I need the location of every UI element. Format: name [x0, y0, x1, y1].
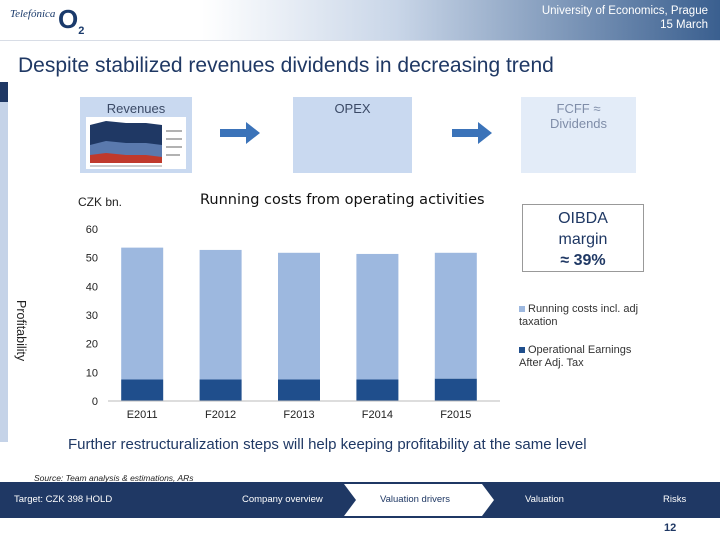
- y-tick-label: 10: [86, 367, 98, 379]
- nav-valuation[interactable]: Valuation: [525, 494, 564, 505]
- y-tick-label: 20: [86, 339, 98, 351]
- legend-label-running-costs: Running costs incl. adj taxation: [519, 303, 639, 328]
- legend-label-operational-earnings: Operational Earnings After Adj. Tax: [519, 344, 632, 369]
- y-tick-label: 30: [86, 310, 98, 322]
- y-tick-label: 50: [86, 253, 98, 265]
- bar-running-costs-f2013: [278, 252, 320, 380]
- oibda-line2: margin: [558, 231, 608, 248]
- bar-running-costs-f2014: [356, 253, 399, 380]
- oibda-callout: OIBDA margin ≈ 39%: [522, 204, 644, 272]
- nav-active-highlight: [344, 484, 494, 516]
- x-tick-label: F2012: [205, 409, 236, 421]
- conclusion-note: Further restructuralization steps will h…: [68, 436, 587, 453]
- oibda-line3: ≈ 39%: [560, 252, 606, 269]
- header-divider: [0, 40, 720, 41]
- header-bar: [0, 0, 720, 40]
- fcff-box: FCFF ≈ Dividends: [521, 97, 636, 173]
- oibda-line1: OIBDA: [558, 210, 608, 227]
- event-university: University of Economics, Prague: [541, 5, 708, 17]
- opex-label: OPEX: [334, 101, 371, 116]
- bar-operational-earnings-f2014: [356, 379, 399, 401]
- nav-company-overview[interactable]: Company overview: [242, 494, 323, 505]
- event-info: University of Economics, Prague 15 March: [542, 4, 708, 32]
- arrow-right-icon: [452, 122, 492, 144]
- opex-box: OPEX: [293, 97, 412, 173]
- slide-title: Despite stabilized revenues dividends in…: [18, 54, 554, 77]
- left-accent-bar-top: [0, 82, 8, 102]
- telefonica-logo: Telefónica: [10, 8, 56, 20]
- bar-running-costs-e2011: [121, 247, 164, 380]
- bar-operational-earnings-f2013: [278, 379, 320, 401]
- left-accent-bar: [0, 82, 8, 442]
- x-tick-label: F2015: [440, 409, 471, 421]
- y-tick-label: 60: [86, 224, 98, 236]
- revenues-label: Revenues: [106, 101, 166, 116]
- nav-valuation-drivers[interactable]: Valuation drivers: [380, 494, 451, 505]
- bar-operational-earnings-f2012: [199, 379, 242, 401]
- bar-operational-earnings-f2015: [434, 378, 477, 401]
- o2-logo: O2: [58, 4, 85, 38]
- legend-operational-earnings: Operational Earnings After Adj. Tax: [519, 344, 644, 370]
- x-tick-label: E2011: [127, 409, 158, 421]
- x-tick-label: F2013: [283, 409, 314, 421]
- x-tick-label: F2014: [362, 409, 393, 421]
- legend-swatch-running-costs: [519, 306, 525, 313]
- revenues-thumbnail-chart: [86, 117, 186, 169]
- chart-title: Running costs from operating activities: [200, 192, 485, 208]
- target-rating: Target: CZK 398 HOLD: [14, 494, 113, 505]
- bar-running-costs-f2012: [199, 249, 242, 380]
- nav-risks[interactable]: Risks: [663, 494, 687, 505]
- bar-running-costs-f2015: [434, 252, 477, 379]
- stacked-bar-chart: 0 10 20 30 40 50 60 E2011 F2012 F2013 F2014 F2015: [86, 224, 500, 421]
- arrow-right-icon: [220, 122, 260, 144]
- legend-swatch-operational-earnings: [519, 347, 525, 354]
- y-tick-label: 40: [86, 281, 98, 293]
- y-tick-label: 0: [92, 396, 98, 408]
- profitability-text: Profitability: [14, 300, 28, 362]
- page-number: 12: [664, 522, 677, 534]
- event-date: 15 March: [660, 19, 708, 31]
- fcff-label: FCFF ≈ Dividends: [549, 101, 608, 131]
- bar-operational-earnings-e2011: [121, 379, 164, 401]
- legend-running-costs: Running costs incl. adj taxation: [519, 303, 644, 329]
- profitability-label: Profitability: [10, 300, 30, 361]
- source-note: Source: Team analysis & estimations, ARs: [34, 473, 194, 483]
- revenues-box: Revenues: [80, 97, 192, 173]
- unit-label: CZK bn.: [78, 195, 123, 209]
